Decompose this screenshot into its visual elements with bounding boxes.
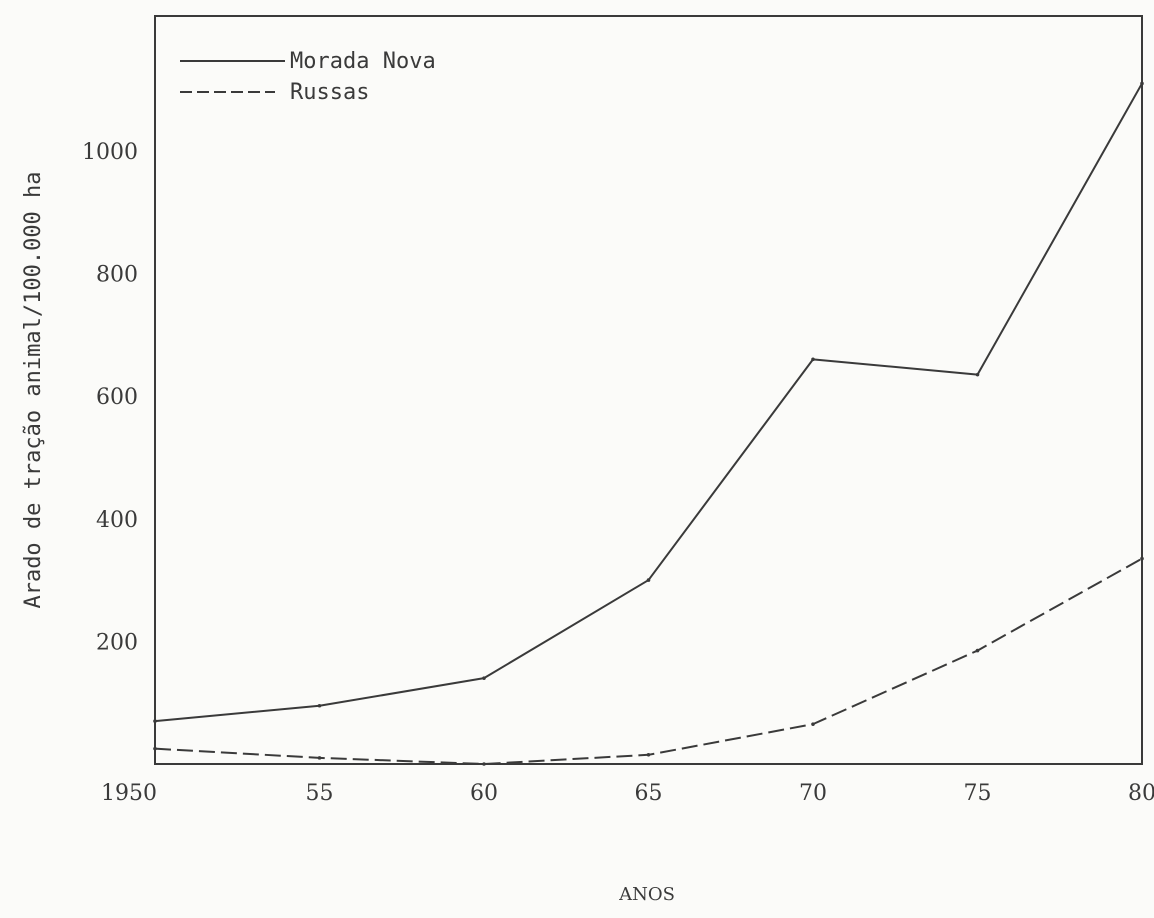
x-tick-label: 1950 (101, 781, 157, 806)
data-point (317, 756, 322, 760)
series-layer (153, 81, 1144, 766)
x-tick-label: 75 (964, 781, 992, 806)
data-point (811, 722, 815, 726)
x-tick-label: 70 (799, 781, 827, 806)
data-point (317, 703, 322, 708)
x-tick-label: 55 (306, 781, 334, 806)
y-axis-title: Arado de tração animal/100.000 ha (21, 171, 46, 608)
data-point (153, 719, 157, 723)
x-tick-label: 60 (470, 781, 498, 806)
x-tick-label: 65 (635, 781, 663, 806)
x-tick-labels: 1950 55 60 65 70 75 80 (101, 781, 1154, 806)
plot-frame (154, 15, 1143, 765)
data-point (153, 746, 157, 751)
data-point (975, 648, 980, 653)
data-point (646, 578, 651, 582)
y-tick-label: 1000 (82, 140, 138, 165)
data-point (811, 357, 815, 362)
data-point (646, 753, 651, 757)
y-tick-labels: 200 400 600 800 1000 (82, 140, 138, 655)
y-tick-label: 400 (96, 508, 138, 533)
legend: Morada Nova Russas (180, 49, 436, 105)
data-point (1140, 81, 1144, 86)
x-tick-label: 80 (1128, 781, 1154, 806)
data-point (1140, 556, 1144, 561)
y-tick-label: 800 (96, 263, 138, 288)
y-tick-label: 200 (96, 630, 138, 655)
data-point (482, 676, 486, 680)
legend-label-russas: Russas (290, 80, 369, 105)
legend-label-morada-nova: Morada Nova (290, 49, 436, 74)
series-line-morada-nova (154, 82, 1143, 723)
data-point (482, 762, 486, 766)
data-point (975, 372, 980, 377)
x-axis-title: ANOS (618, 884, 675, 905)
y-tick-label: 600 (96, 385, 138, 410)
series-line-russas (154, 557, 1143, 765)
